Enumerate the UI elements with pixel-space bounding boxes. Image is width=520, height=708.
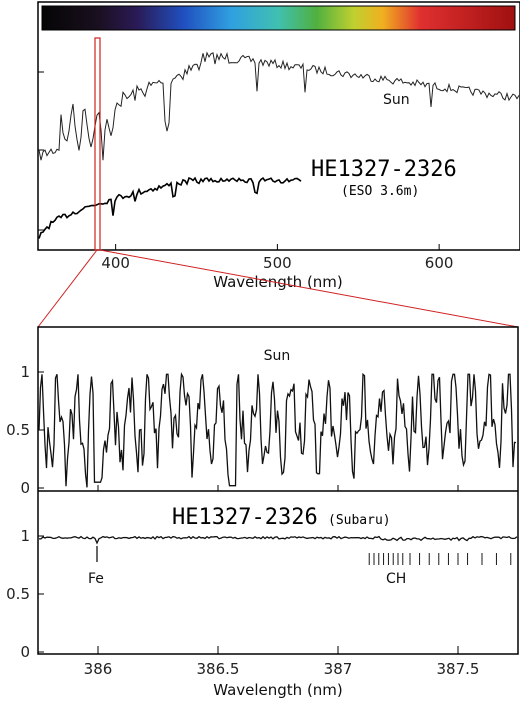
top-he-label: HE1327-2326 [311,157,457,182]
bottom-panel: 0 0.5 1 0 0.5 1 386 386.5 387 387.5 Sun HE1327-2… [6,326,519,678]
sun-ytick-label: 1 [20,363,30,381]
bottom-xtick-label: 387.5 [437,660,480,678]
top-he-spectrum-line [38,176,302,239]
zoom-connector-right [99,249,519,328]
he-ytick-label: 0.5 [6,585,30,603]
top-he-sublabel: (ESO 3.6m) [341,184,419,199]
top-sun-label: Sun [383,92,410,108]
bottom-sun-spectrum-line [38,372,517,488]
top-xlabel: Wavelength (nm) [213,273,343,291]
bottom-he-spectrum-line [38,535,518,545]
bottom-he-label: HE1327-2326 [172,505,318,530]
ch-annotation: CH [386,571,406,587]
bottom-xtick-label: 387 [324,660,353,678]
zoom-window-marker [94,37,101,251]
sun-ytick-label: 0.5 [6,421,30,439]
bottom-xlabel: Wavelength (nm) [213,681,343,699]
zoom-connector-left [37,249,98,328]
bottom-xtick-label: 386 [84,660,113,678]
spectrum-colorbar [41,5,516,31]
bottom-sun-label: Sun [264,348,291,364]
top-sun-spectrum-line [38,51,520,161]
bottom-he-sublabel: (Subaru) [328,513,391,528]
top-panel: 400 500 600 Sun HE1327-2326 (ESO 3.6m) [37,1,520,272]
he-ytick-label: 0 [20,643,30,661]
he-ytick-label: 1 [20,527,30,545]
top-xtick-label: 600 [425,254,454,272]
top-xtick-label: 400 [101,254,130,272]
fe-annotation: Fe [88,571,104,587]
sun-ytick-label: 0 [20,479,30,497]
top-xtick-label: 500 [263,254,292,272]
bottom-xtick-label: 386.5 [197,660,240,678]
